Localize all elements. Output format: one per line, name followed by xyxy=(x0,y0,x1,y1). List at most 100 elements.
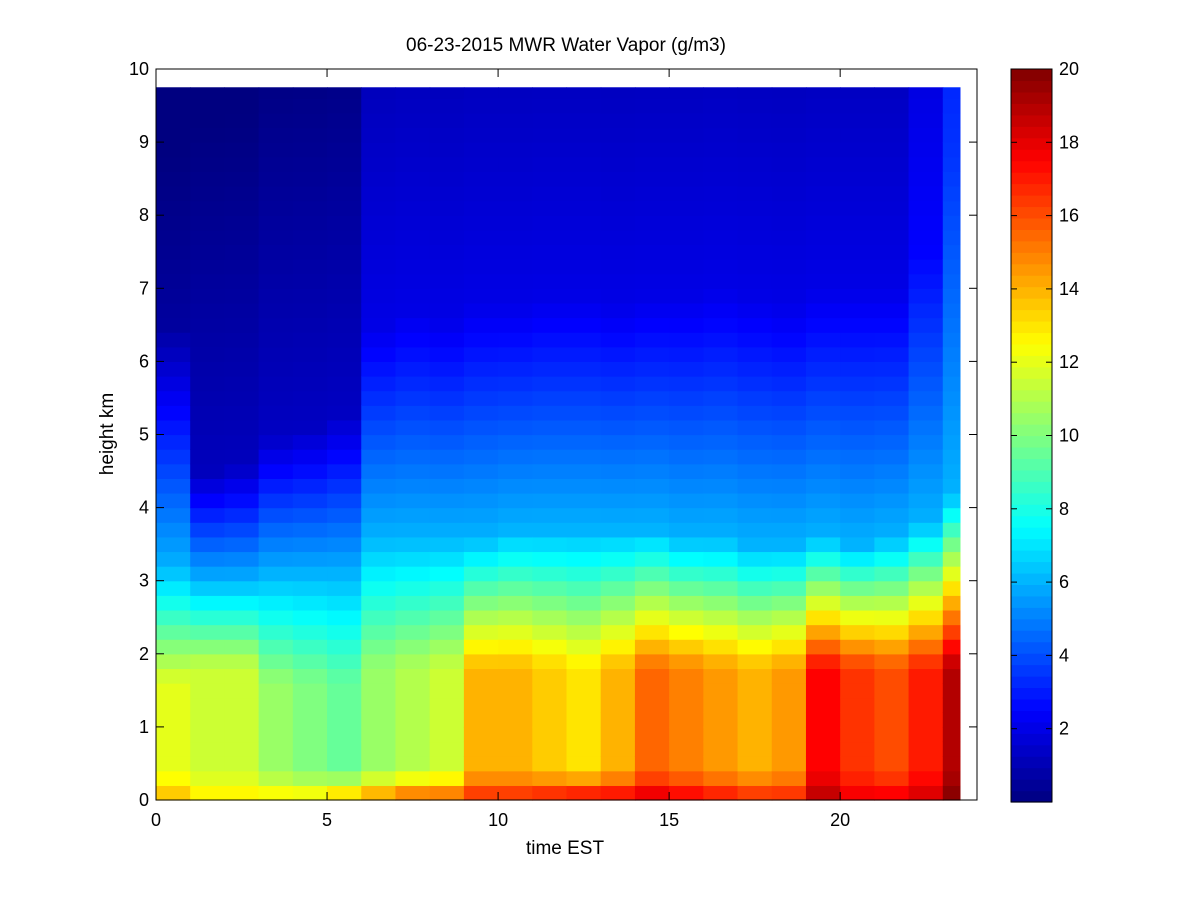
heatmap-cell xyxy=(532,244,568,260)
heatmap-cell xyxy=(292,244,328,260)
heatmap-cell xyxy=(429,127,465,143)
heatmap-cell xyxy=(771,741,807,757)
heatmap-cell xyxy=(361,507,397,523)
heatmap-cell xyxy=(566,229,602,246)
colorbar-step xyxy=(1011,584,1052,597)
heatmap-cell xyxy=(566,259,602,275)
heatmap-cell xyxy=(840,98,875,114)
heatmap-cell xyxy=(771,127,807,143)
heatmap-cell xyxy=(566,273,602,289)
heatmap-cell xyxy=(908,244,944,260)
heatmap-cell xyxy=(737,171,773,187)
heatmap-cell xyxy=(532,405,568,421)
heatmap-cell xyxy=(634,171,670,187)
heatmap-cell xyxy=(292,112,328,129)
colorbar-step xyxy=(1011,767,1052,780)
heatmap-cell xyxy=(703,580,739,596)
heatmap-cell xyxy=(532,376,568,392)
heatmap-cell xyxy=(292,624,328,640)
heatmap-cell xyxy=(190,697,226,713)
heatmap-cell xyxy=(737,87,773,99)
heatmap-cell xyxy=(395,536,431,553)
heatmap-cell xyxy=(703,259,739,275)
heatmap-cell xyxy=(942,463,961,479)
heatmap-cell xyxy=(258,142,294,158)
heatmap-cell xyxy=(634,712,670,728)
heatmap-cell xyxy=(908,200,944,216)
heatmap-cell xyxy=(908,434,944,450)
heatmap-cell xyxy=(771,273,807,289)
heatmap-cell xyxy=(395,376,431,392)
heatmap-cell xyxy=(600,361,636,377)
heatmap-cell xyxy=(498,215,533,231)
heatmap-cell xyxy=(942,259,961,275)
heatmap-cell xyxy=(942,185,961,202)
heatmap-cell xyxy=(463,507,499,523)
heatmap-cell xyxy=(737,712,773,728)
heatmap-cell xyxy=(703,551,739,567)
heatmap-cell xyxy=(395,507,431,523)
colorbar-tick-label: 12 xyxy=(1059,352,1079,372)
heatmap-cell xyxy=(566,463,602,479)
heatmap-cell xyxy=(600,492,636,509)
heatmap-cell xyxy=(634,697,670,713)
heatmap-cell xyxy=(600,87,636,99)
heatmap-cell xyxy=(190,785,226,801)
heatmap-cell xyxy=(737,726,773,743)
heatmap-cell xyxy=(634,770,670,786)
heatmap-cell xyxy=(292,478,328,494)
colorbar-step xyxy=(1011,343,1052,356)
colorbar-step xyxy=(1011,504,1052,517)
heatmap-cell xyxy=(498,317,533,333)
heatmap-cell xyxy=(258,770,294,786)
heatmap-cell xyxy=(361,288,397,304)
heatmap-cell xyxy=(190,259,226,275)
heatmap-cell xyxy=(737,697,773,713)
heatmap-cell xyxy=(327,609,362,626)
heatmap-cell xyxy=(805,595,841,611)
heatmap-cell xyxy=(463,390,499,406)
heatmap-cell xyxy=(942,98,961,114)
heatmap-cell xyxy=(327,449,362,465)
heatmap-cell xyxy=(669,478,704,494)
heatmap-cell xyxy=(327,156,362,172)
heatmap-cell xyxy=(840,317,875,333)
heatmap-cell xyxy=(327,741,362,757)
heatmap-cell xyxy=(737,244,773,260)
heatmap-cell xyxy=(292,302,328,319)
heatmap-cell xyxy=(258,244,294,260)
heatmap-cell xyxy=(600,273,636,289)
heatmap-cell xyxy=(634,346,670,362)
heatmap-cell xyxy=(327,551,362,567)
heatmap-cell xyxy=(429,595,465,611)
heatmap-cell xyxy=(532,171,568,187)
heatmap-cell xyxy=(634,580,670,596)
heatmap-cell xyxy=(600,639,636,655)
heatmap-cell xyxy=(634,332,670,348)
heatmap-cell xyxy=(634,302,670,319)
heatmap-cell xyxy=(566,405,602,421)
heatmap-cell xyxy=(224,756,260,772)
heatmap-cell xyxy=(566,142,602,158)
heatmap-cell xyxy=(156,229,191,246)
heatmap-cell xyxy=(361,463,397,479)
heatmap-cell xyxy=(532,288,568,304)
heatmap-cell xyxy=(224,273,260,289)
heatmap-cell xyxy=(532,595,568,611)
heatmap-cell xyxy=(327,229,362,246)
heatmap-cell xyxy=(498,507,533,523)
heatmap-cell xyxy=(669,741,704,757)
heatmap-cell xyxy=(532,522,568,538)
heatmap-cell xyxy=(292,185,328,202)
heatmap-cell xyxy=(805,156,841,172)
heatmap-cell xyxy=(634,756,670,772)
heatmap-cell xyxy=(395,478,431,494)
heatmap-cell xyxy=(669,536,704,553)
heatmap-cell xyxy=(942,405,961,421)
heatmap-cell xyxy=(874,273,910,289)
heatmap-cell xyxy=(429,697,465,713)
heatmap-cell xyxy=(669,595,704,611)
heatmap-cell xyxy=(429,376,465,392)
heatmap-cell xyxy=(395,405,431,421)
heatmap-cell xyxy=(498,595,533,611)
